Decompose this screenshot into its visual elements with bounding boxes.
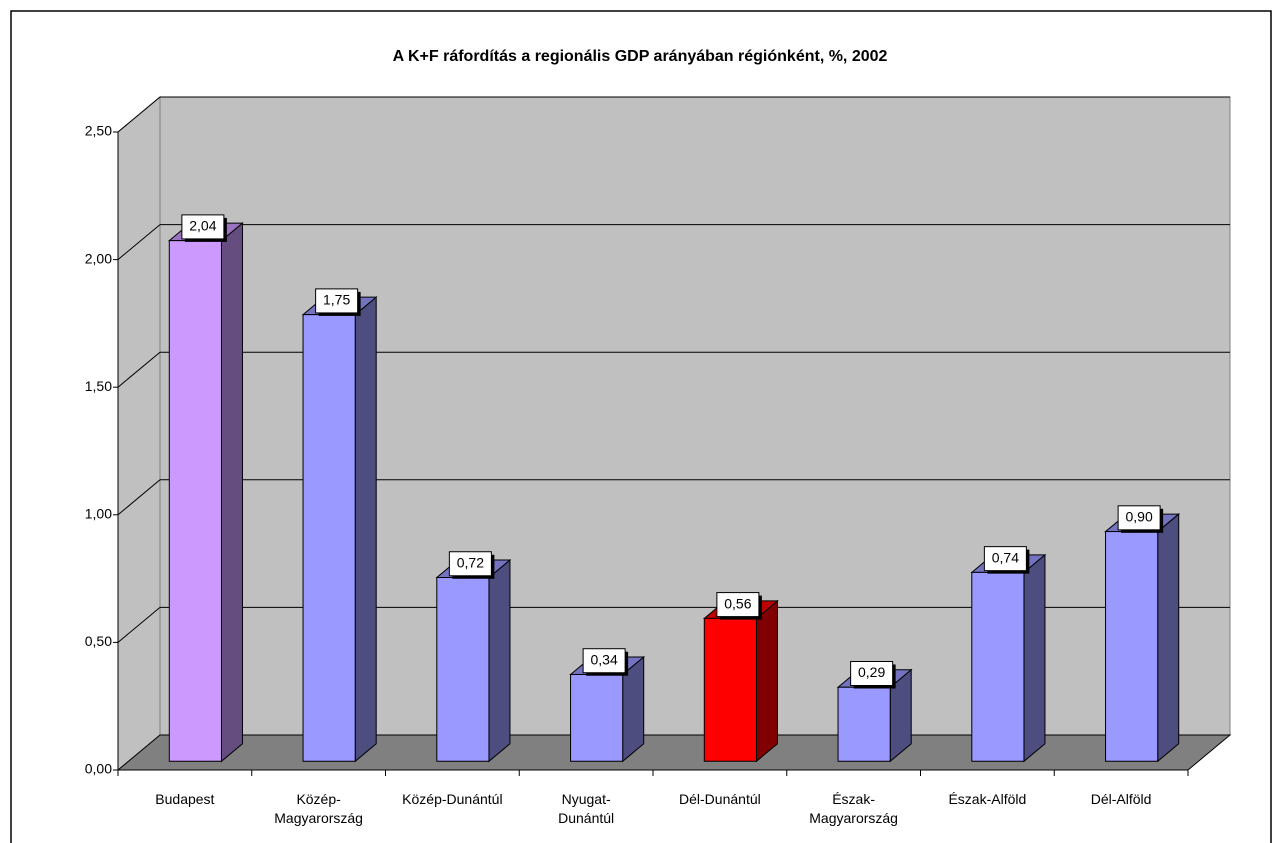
bar-side — [1023, 553, 1046, 763]
value-label: 0,72 — [457, 554, 484, 570]
x-tick-label: Budapest — [155, 791, 214, 807]
value-label-box — [983, 546, 1027, 572]
bar-front — [971, 571, 1025, 762]
value-label: 0,56 — [724, 595, 751, 611]
grid-line-side — [117, 351, 161, 388]
bar-side — [1157, 513, 1180, 763]
bar-front — [1105, 531, 1159, 762]
bar — [1104, 513, 1181, 763]
bar — [167, 222, 244, 763]
bar-side — [488, 558, 511, 763]
value-label-box — [850, 660, 894, 686]
value-label: 0,90 — [1126, 509, 1153, 525]
value-label: 1,75 — [323, 292, 350, 308]
chart-title: A K+F ráfordítás a regionális GDP arányá… — [393, 48, 888, 65]
bar-side — [220, 222, 243, 763]
grid-line-side — [117, 224, 161, 260]
x-tick-label: Dél-Alföld — [1091, 791, 1152, 807]
x-tick-label: Közép-Dunántúl — [402, 791, 502, 807]
bar — [435, 558, 512, 763]
y-tick-label: 0,50 — [85, 633, 112, 649]
bar — [301, 296, 378, 763]
bar — [970, 553, 1047, 763]
bar-front — [837, 686, 891, 762]
y-tick-label: 2,50 — [85, 123, 112, 139]
side-wall — [117, 95, 161, 772]
value-label: 0,29 — [858, 664, 885, 680]
value-label-box — [315, 288, 359, 314]
bar-front — [703, 617, 757, 762]
grid-line-side — [117, 96, 161, 133]
value-label-box — [716, 592, 760, 618]
grid-line-side — [117, 479, 161, 516]
bar-front — [436, 577, 490, 762]
bar-front — [302, 314, 356, 762]
floor — [116, 734, 1232, 771]
value-label: 2,04 — [189, 218, 216, 234]
bar-front — [168, 240, 222, 762]
value-label-box — [448, 551, 492, 577]
x-tick-label: Dél-Dunántúl — [679, 791, 761, 807]
value-label: 0,34 — [591, 651, 618, 667]
y-tick-label: 2,00 — [85, 250, 112, 266]
value-label: 0,74 — [992, 549, 1019, 565]
bar-side — [755, 599, 778, 763]
x-tick-label: Észak-Alföld — [948, 791, 1026, 807]
y-tick-label: 1,00 — [85, 506, 112, 522]
grid-line-side — [117, 607, 161, 643]
y-tick-label: 0,00 — [85, 761, 112, 777]
y-tick-label: 1,50 — [85, 378, 112, 394]
x-tick-label: Nyugat-Dunántúl — [558, 791, 614, 826]
bar — [702, 599, 779, 763]
value-label-box — [1117, 505, 1161, 531]
bar-front — [570, 673, 624, 762]
x-tick-label: Közép-Magyarország — [274, 791, 363, 826]
x-tick-label: Észak-Magyarország — [809, 791, 898, 826]
bar-side — [354, 296, 377, 763]
value-label-box — [582, 648, 626, 674]
value-label-box — [181, 214, 225, 240]
